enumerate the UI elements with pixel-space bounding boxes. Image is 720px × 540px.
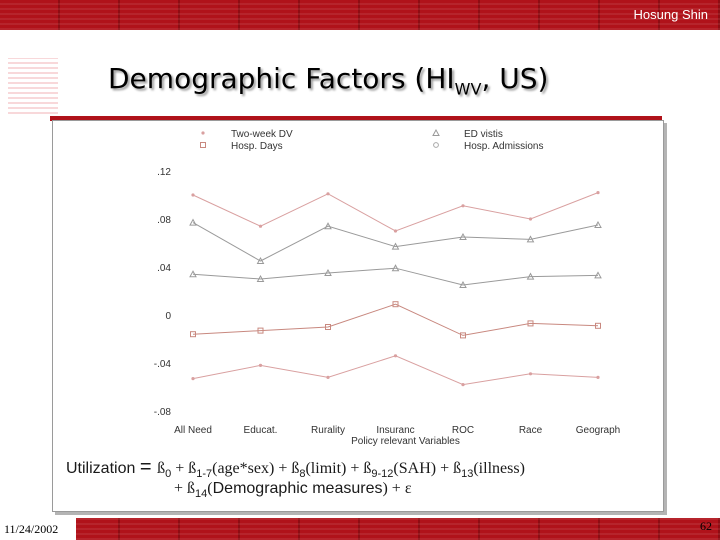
formula-part: ) + ε xyxy=(382,480,412,497)
legend-label: Two-week DV xyxy=(231,129,293,140)
two-week-dv-lower-point xyxy=(528,372,533,376)
formula-part: ß xyxy=(157,460,166,477)
ed-vistis-upper-line xyxy=(192,222,599,262)
formula-part: + ß xyxy=(174,480,196,497)
slide-title-subscript: WV xyxy=(454,79,482,99)
chart-panel: Two-week DV Hosp. Days ED vistis Hosp. Admi… xyxy=(52,120,664,512)
formula-line-1: Utilization = ß0 + ß1-7(age*sex) + ß8(li… xyxy=(66,456,525,480)
decorative-stripes xyxy=(8,58,58,114)
two-week-dv-upper-point xyxy=(461,204,465,208)
two-week-dv-lower-point xyxy=(191,377,195,381)
formula-part: 13 xyxy=(461,468,474,481)
formula-part: 14 xyxy=(195,488,208,501)
hosp-days-upper-line xyxy=(192,303,599,336)
y-tick-label: .08 xyxy=(157,215,171,226)
formula-part: (limit) + ß xyxy=(305,460,372,477)
ed-vistis-lower-point xyxy=(256,274,265,282)
formula-part: (age*sex) + ß xyxy=(212,460,300,477)
header-band xyxy=(0,0,720,30)
slide-title-suffix: , US) xyxy=(481,62,549,95)
two-week-dv-upper-point xyxy=(596,191,600,195)
x-tick-label: Educat. xyxy=(244,425,278,436)
ed-vistis-lower-point xyxy=(459,280,467,288)
hosp-days-upper-point xyxy=(595,322,601,329)
ed-vistis-upper-point xyxy=(391,242,400,250)
legend-marker xyxy=(201,131,205,135)
x-tick-label: Rurality xyxy=(311,425,345,436)
two-week-dv-upper-line xyxy=(192,192,599,232)
formula-part: = xyxy=(139,456,158,478)
formula-part: (SAH) + ß xyxy=(393,460,462,477)
legend-marker xyxy=(432,128,440,136)
formula-part: (illness) xyxy=(473,460,525,477)
page-number: 62 xyxy=(700,519,712,533)
formula-line-2: + ß14(Demographic measures) + ε xyxy=(174,480,412,500)
legend-label: ED vistis xyxy=(464,129,503,140)
y-tick-label: -.08 xyxy=(154,407,172,418)
legend-label: Hosp. Admissions xyxy=(464,141,543,152)
hosp-days-upper-point xyxy=(460,332,466,339)
ed-vistis-lower-point xyxy=(526,272,535,280)
two-week-dv-lower-point xyxy=(596,375,600,379)
formula-part: Utilization xyxy=(66,460,140,477)
footer-date: 11/24/2002 xyxy=(0,518,76,540)
ed-vistis-upper-point xyxy=(594,220,602,228)
legend-marker xyxy=(433,142,439,148)
two-week-dv-upper-point xyxy=(191,193,195,197)
hosp-days-upper-point xyxy=(257,327,264,334)
formula-part: 8 xyxy=(299,468,306,481)
x-axis-label: Policy relevant Variables xyxy=(351,436,460,447)
x-tick-label: All Need xyxy=(174,425,212,436)
legend-marker xyxy=(200,142,206,148)
legend-label: Hosp. Days xyxy=(231,141,283,152)
x-tick-label: Insuranc xyxy=(376,425,414,436)
ed-vistis-upper-point xyxy=(459,232,467,240)
two-week-dv-upper-point xyxy=(258,224,263,228)
slide-title-main: Demographic Factors (HI xyxy=(108,62,455,95)
y-tick-label: .04 xyxy=(157,263,171,274)
y-tick-label: .12 xyxy=(157,167,171,178)
x-tick-label: ROC xyxy=(452,425,474,436)
author-name: Hosung Shin xyxy=(633,7,708,22)
formula-part: 1-7 xyxy=(196,468,213,481)
ed-vistis-lower-point xyxy=(594,271,602,279)
ed-vistis-upper-point xyxy=(189,218,197,226)
hosp-days-upper-point xyxy=(392,301,399,308)
formula-part: 9-12 xyxy=(371,468,394,481)
hosp-days-upper-point xyxy=(325,324,331,330)
footer-band xyxy=(0,518,720,540)
y-tick-label: -.04 xyxy=(154,359,172,370)
two-week-dv-lower-point xyxy=(258,363,263,367)
formula-part: ( xyxy=(207,480,213,497)
x-tick-label: Race xyxy=(519,425,543,436)
x-tick-label: Geograph xyxy=(576,425,620,436)
two-week-dv-lower-point xyxy=(461,383,465,387)
two-week-dv-upper-point xyxy=(326,192,330,196)
two-week-dv-upper-point xyxy=(528,217,533,221)
two-week-dv-lower-point xyxy=(326,375,330,379)
ed-vistis-lower-point xyxy=(189,270,197,278)
hosp-days-upper-point xyxy=(190,331,196,338)
formula-part: 0 xyxy=(165,468,172,481)
hosp-days-upper-point xyxy=(527,320,534,327)
ed-vistis-upper-point xyxy=(526,235,535,243)
formula-part: Demographic measures xyxy=(212,480,383,497)
y-tick-label: 0 xyxy=(165,311,171,322)
two-week-dv-lower-line xyxy=(192,355,599,386)
ed-vistis-lower-point xyxy=(324,268,332,276)
ed-vistis-lower-point xyxy=(391,264,400,272)
two-week-dv-lower-point xyxy=(393,354,398,358)
slide-title: Demographic Factors (HIWV, US) xyxy=(108,62,548,99)
title-underline xyxy=(50,116,662,121)
ed-vistis-lower-line xyxy=(192,267,599,286)
ed-vistis-upper-point xyxy=(324,222,332,230)
two-week-dv-upper-point xyxy=(393,229,398,233)
formula-part: + ß xyxy=(171,460,197,477)
ed-vistis-upper-point xyxy=(256,256,265,264)
